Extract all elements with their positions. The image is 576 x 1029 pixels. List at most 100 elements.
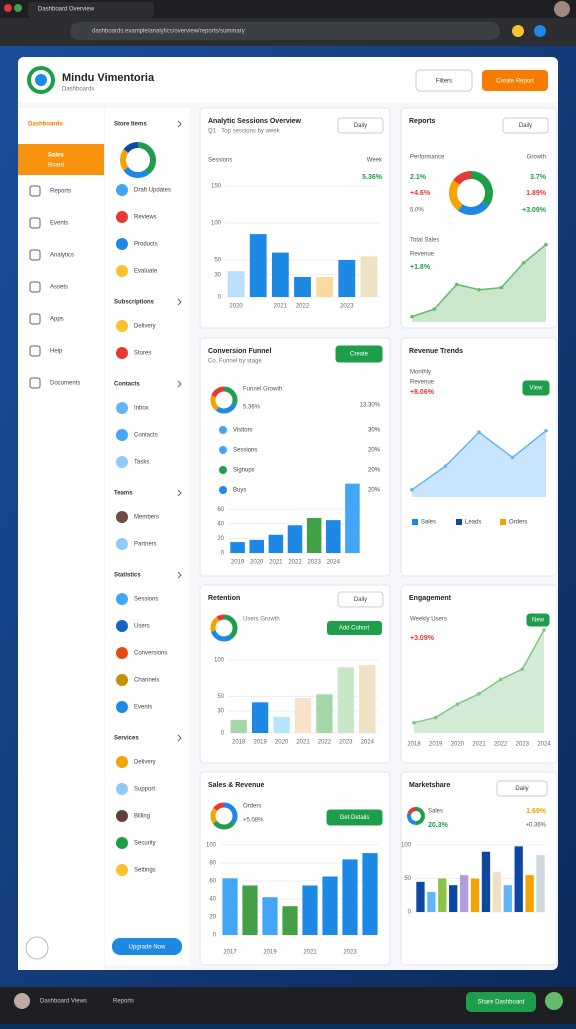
control-label[interactable]: Daily — [354, 597, 367, 603]
bar — [249, 234, 267, 297]
filter-label[interactable]: Filters — [436, 79, 452, 85]
nav-item[interactable]: Help — [50, 349, 63, 355]
create-button[interactable] — [482, 70, 548, 91]
panel-control[interactable] — [337, 591, 384, 608]
point — [542, 628, 546, 632]
address-bar[interactable] — [70, 22, 500, 40]
list-item[interactable]: Users — [134, 624, 150, 630]
list-item[interactable]: Security — [134, 841, 156, 847]
list-item[interactable]: Evaluate — [134, 269, 158, 275]
x-tick-label: 2019 — [231, 560, 245, 566]
area — [412, 244, 546, 322]
panel — [199, 337, 391, 577]
row-value: 30% — [368, 428, 381, 434]
stat: Sessions — [208, 158, 232, 164]
panel — [400, 771, 558, 966]
stat: 5.36% — [243, 405, 261, 411]
list-icon — [116, 783, 128, 795]
list-item[interactable]: Conversions — [134, 651, 167, 657]
list-item[interactable]: Settings — [134, 868, 156, 874]
side-list — [105, 108, 190, 965]
nav-item[interactable]: Analytics — [50, 253, 74, 259]
bar — [227, 271, 245, 297]
control-label[interactable]: View — [530, 386, 544, 392]
extension[interactable] — [512, 25, 524, 37]
list-item[interactable]: Draft Updates — [134, 188, 171, 194]
list-item[interactable]: Inbox — [134, 406, 149, 412]
nav-active-label[interactable]: Sales — [48, 153, 64, 159]
list-item[interactable]: Sessions — [134, 597, 158, 603]
x-tick-label: 2022 — [494, 742, 508, 748]
share-label[interactable]: Share Dashboard — [477, 1000, 524, 1006]
list-item[interactable]: Support — [134, 787, 155, 793]
create-label[interactable]: Create Report — [496, 79, 534, 85]
y-tick-label: 20 — [209, 915, 216, 921]
control-label[interactable]: New — [532, 618, 545, 624]
nav-item[interactable]: Reports — [50, 189, 71, 195]
panel-control[interactable] — [496, 780, 548, 797]
list-item[interactable]: Delivery — [134, 324, 156, 330]
panel-control[interactable] — [502, 117, 549, 134]
control-label[interactable]: Daily — [515, 786, 528, 792]
nav-active[interactable] — [18, 144, 104, 175]
list-item[interactable]: Events — [134, 705, 152, 711]
panel-control[interactable] — [335, 345, 383, 363]
tab[interactable] — [28, 2, 154, 18]
list-item[interactable]: Delivery — [134, 760, 156, 766]
panel-control[interactable] — [326, 809, 383, 826]
y-tick-label: 50 — [404, 876, 411, 882]
nav-item[interactable]: Events — [50, 221, 68, 227]
list-item[interactable]: Channels — [134, 678, 159, 684]
y-tick-label: 100 — [214, 658, 225, 664]
avatar — [545, 992, 563, 1010]
share-button[interactable] — [466, 992, 536, 1012]
y-tick-label: 0 — [408, 910, 412, 916]
nav-item[interactable]: Assets — [50, 285, 68, 291]
panel-control[interactable] — [522, 380, 550, 396]
control-label[interactable]: Get Details — [340, 815, 370, 821]
list-item[interactable]: Members — [134, 515, 159, 521]
control-label[interactable]: Daily — [354, 123, 367, 129]
panel-control[interactable] — [337, 117, 384, 134]
profile[interactable] — [554, 1, 570, 17]
pill[interactable] — [327, 621, 382, 635]
nav-item[interactable]: Apps — [50, 317, 64, 323]
upgrade-button[interactable] — [112, 938, 182, 955]
bar — [345, 483, 360, 553]
list-item[interactable]: Stores — [134, 351, 151, 357]
donut-segment — [210, 614, 238, 642]
nav-item[interactable]: Documents — [50, 381, 80, 387]
panel-title: Sales & Revenue — [208, 782, 265, 789]
point — [510, 455, 515, 460]
y-tick-label: 50 — [217, 694, 224, 700]
filter-button[interactable] — [415, 69, 473, 92]
list-item[interactable]: Billing — [134, 814, 150, 820]
bar — [294, 277, 311, 297]
list-icon — [116, 538, 128, 550]
collapse-button[interactable] — [25, 936, 49, 960]
donut-segment — [407, 807, 425, 825]
donut-segment — [210, 802, 238, 830]
chevron — [177, 298, 182, 306]
list-item[interactable]: Reviews — [134, 215, 157, 221]
extension[interactable] — [534, 25, 546, 37]
footer-link[interactable]: Reports — [113, 999, 134, 1005]
upgrade-label[interactable]: Upgrade Now — [129, 945, 166, 951]
panel — [199, 771, 391, 966]
panel-control[interactable] — [526, 613, 550, 627]
stat: +5.08% — [243, 818, 264, 824]
legend-swatch — [456, 519, 462, 525]
list-item[interactable]: Partners — [134, 542, 157, 548]
control-label[interactable]: Daily — [519, 123, 532, 129]
nav-icon — [29, 217, 41, 229]
list-item[interactable]: Products — [134, 242, 158, 248]
control-label[interactable]: Create — [350, 352, 369, 358]
legend-swatch — [412, 519, 418, 525]
x-tick-label: 2024 — [361, 740, 375, 746]
list-item[interactable]: Tasks — [134, 460, 149, 466]
list-item[interactable]: Contacts — [134, 433, 158, 439]
list-icon — [116, 238, 128, 250]
panel-title: Conversion Funnel — [208, 348, 271, 355]
list-icon — [116, 674, 128, 686]
